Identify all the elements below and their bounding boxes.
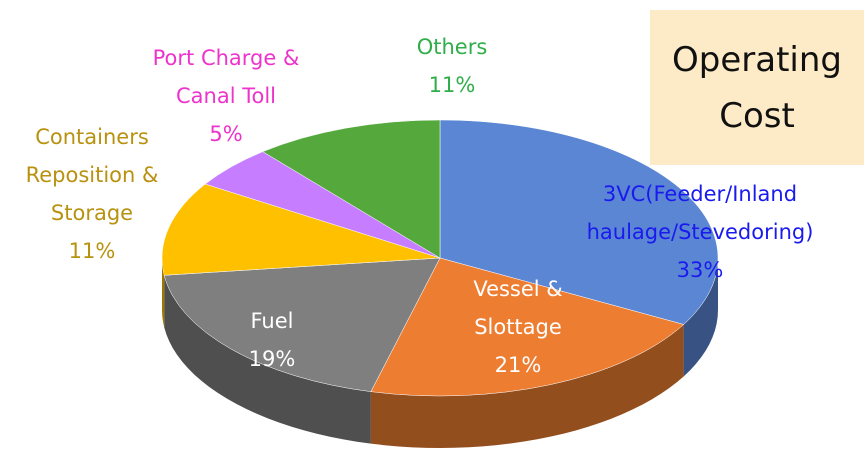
value-label: 11% — [428, 73, 476, 97]
pie-slice — [161, 183, 441, 276]
category-label: Fuel — [250, 309, 294, 333]
slice-label: Port Charge & Canal Toll 5% — [126, 39, 326, 153]
slice-side — [162, 258, 165, 328]
value-label: 19% — [248, 347, 296, 371]
category-label: Containers Reposition & Storage — [25, 125, 159, 225]
slice-label: Fuel 19% — [227, 302, 317, 378]
category-label: Vessel & Slottage — [473, 277, 563, 339]
slice-side — [164, 275, 371, 444]
value-label: 11% — [68, 239, 116, 263]
pie-slice — [370, 257, 685, 397]
value-label: 33% — [676, 258, 724, 282]
slice-label: Containers Reposition & Storage 11% — [7, 118, 177, 270]
slice-label: Vessel & Slottage 21% — [448, 270, 588, 384]
pie-slice — [262, 119, 441, 259]
value-label: 21% — [494, 353, 542, 377]
category-label: 3VC(Feeder/Inland haulage/Stevedoring) — [586, 182, 814, 244]
slice-side — [370, 324, 684, 448]
pie-slice — [163, 257, 441, 392]
category-label: Port Charge & Canal Toll — [152, 46, 300, 108]
slice-side — [683, 258, 718, 377]
category-label: Others — [416, 35, 488, 59]
chart-title: Operating Cost — [650, 10, 864, 165]
value-label: 5% — [209, 122, 243, 146]
slice-label: 3VC(Feeder/Inland haulage/Stevedoring) 33… — [555, 175, 845, 289]
slice-label: Others 11% — [387, 28, 517, 104]
pie-slice — [439, 119, 719, 325]
